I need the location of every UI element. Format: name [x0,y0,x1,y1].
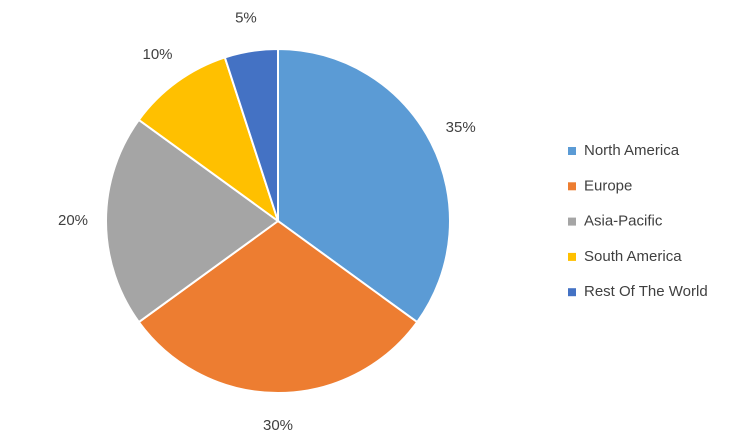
legend-label: Asia-Pacific [584,213,663,230]
pie-slice [105,118,280,324]
legend-swatch [568,252,576,261]
pie-slice [137,219,419,394]
legend-label: North America [584,142,680,159]
data-label: 10% [142,46,172,63]
data-label: 30% [263,417,293,434]
data-label: 35% [446,119,476,136]
legend-swatch [568,147,576,155]
legend-swatch [568,217,576,226]
legend-label: Rest Of The World [584,283,708,300]
pie-slice [137,56,280,224]
pie-slice [223,47,279,222]
legend-label: South America [584,248,682,265]
legend-swatch [568,182,576,191]
legend-swatch [568,288,576,297]
data-label: 20% [58,212,88,229]
pie-slice [277,47,451,324]
legend-label: Europe [584,177,632,194]
data-label: 5% [235,9,257,26]
